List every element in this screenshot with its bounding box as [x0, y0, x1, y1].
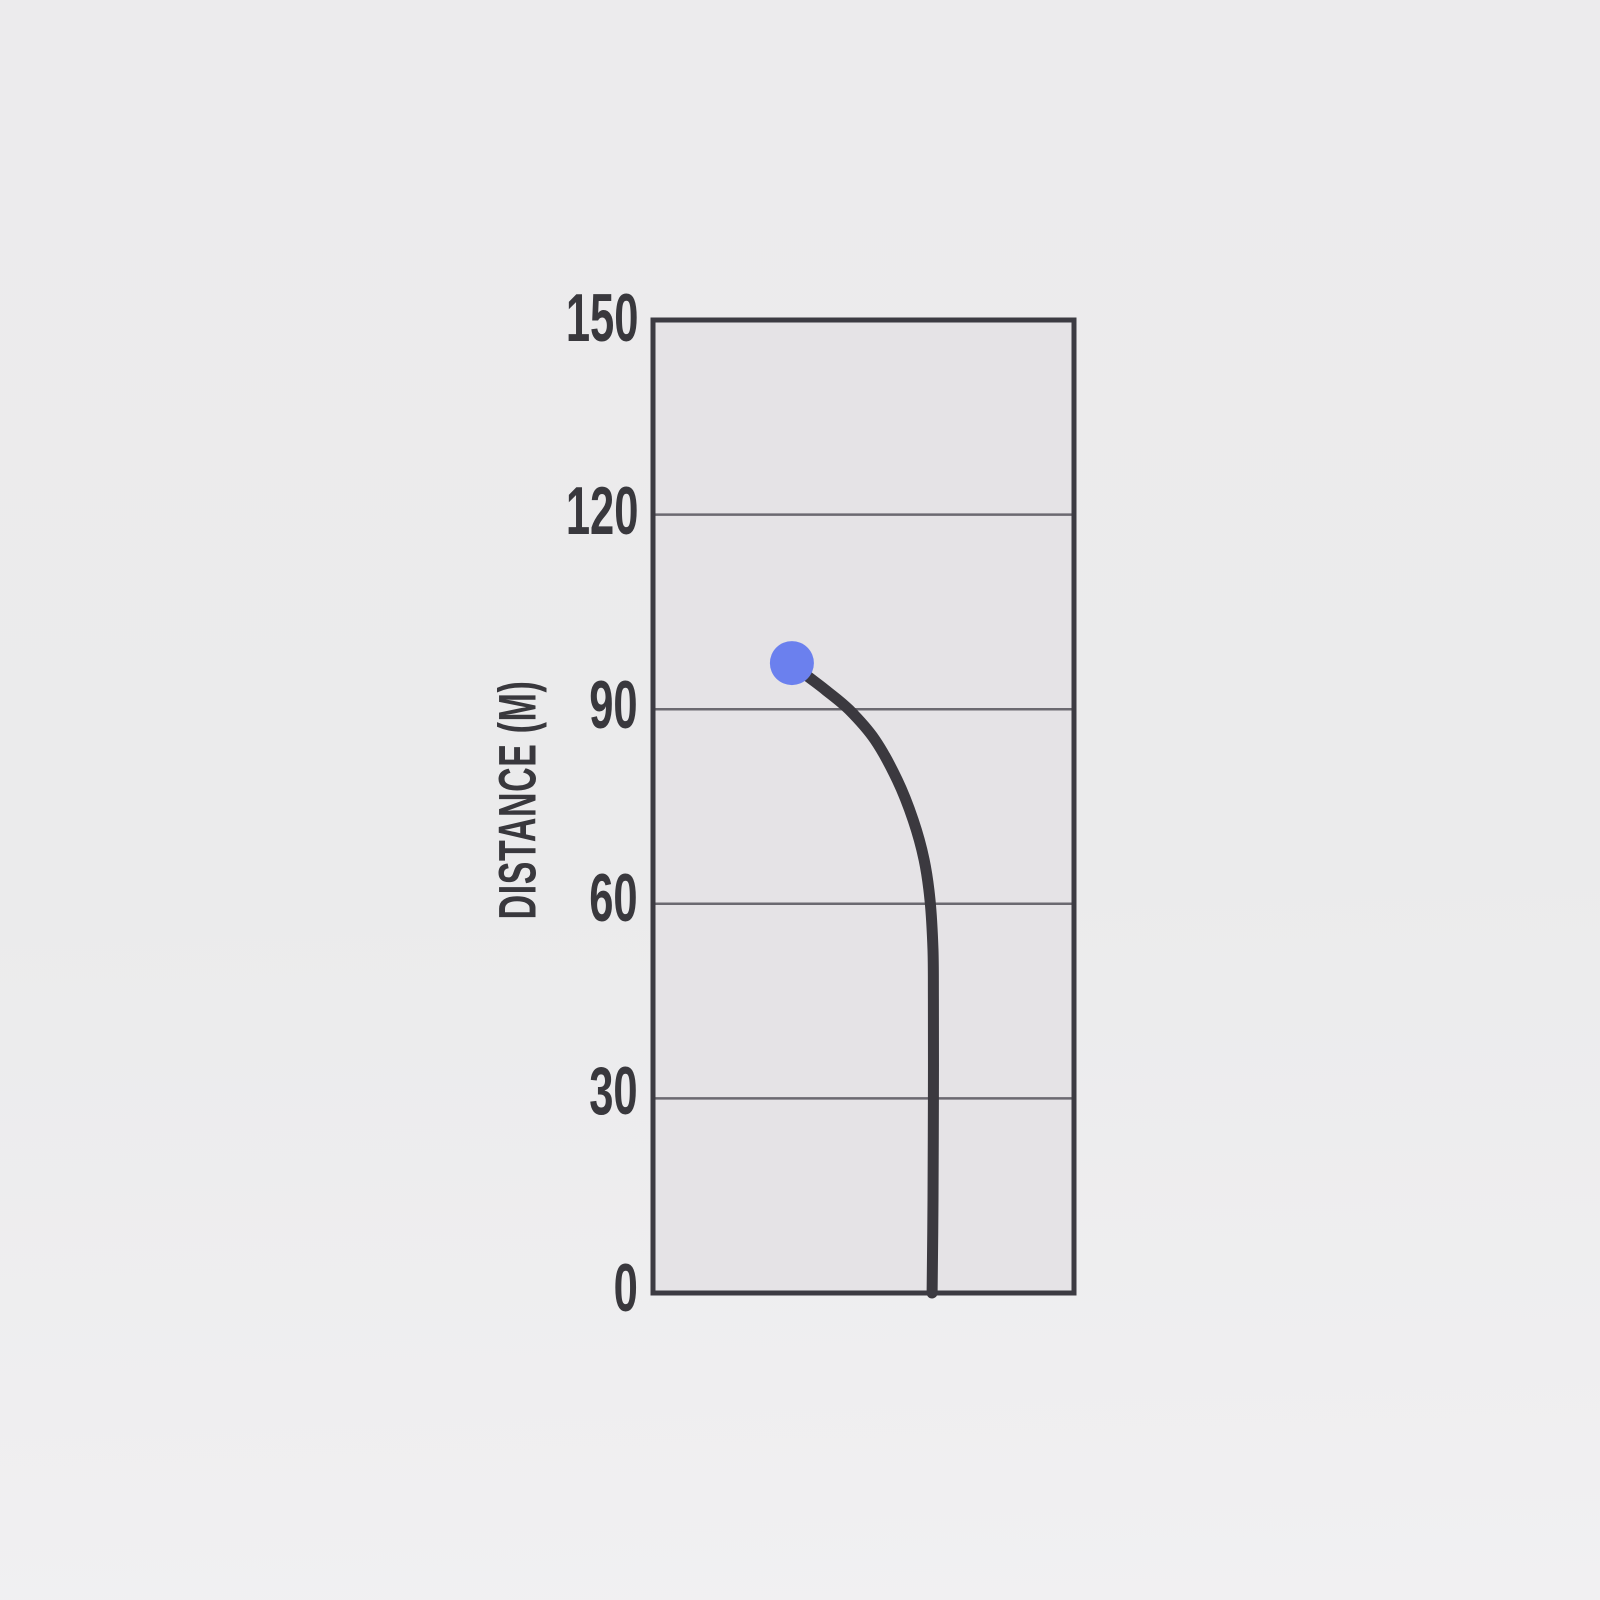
gridlines — [653, 513, 1074, 1100]
y-tick-label-150: 150 — [565, 280, 638, 356]
y-tick-label-30: 30 — [589, 1053, 638, 1129]
plot-area — [653, 320, 1074, 1293]
y-tick-label-90: 90 — [589, 667, 638, 743]
y-tick-label-120: 120 — [565, 473, 638, 549]
y-tick-label-0: 0 — [613, 1250, 638, 1326]
end-marker-dot — [769, 641, 814, 686]
flight-path-line — [786, 657, 939, 1299]
plot-border — [650, 317, 1077, 1296]
y-tick-label-60: 60 — [589, 860, 638, 936]
